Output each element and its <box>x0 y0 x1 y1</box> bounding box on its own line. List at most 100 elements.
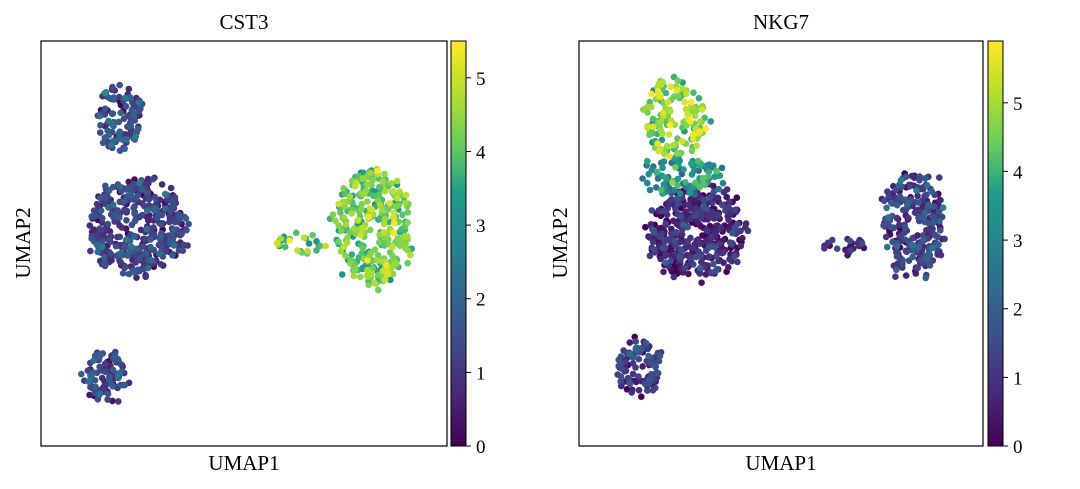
scatter-point <box>901 224 909 231</box>
scatter-point <box>626 378 633 386</box>
scatter-point <box>697 253 704 260</box>
scatter-point <box>728 257 736 265</box>
scatter-point <box>929 219 937 227</box>
scatter-point <box>167 184 175 192</box>
scatter-point <box>379 178 387 185</box>
scatter-point <box>909 253 916 261</box>
scatter-point <box>104 390 112 398</box>
scatter-point <box>364 180 371 188</box>
scatter-point <box>183 226 190 234</box>
scatter-point <box>104 220 112 228</box>
scatter-point <box>110 201 117 209</box>
scatter-point <box>638 393 645 401</box>
scatter-point <box>90 207 98 214</box>
scatter-point <box>648 90 655 98</box>
scatter-point <box>734 220 741 228</box>
scatter-point <box>375 191 383 198</box>
scatter-point <box>622 358 629 366</box>
scatter-point <box>657 233 665 241</box>
scatter-point <box>649 238 657 246</box>
scatter-point <box>176 212 183 220</box>
scatter-point <box>124 250 131 258</box>
scatter-point <box>902 272 910 279</box>
scatter-point <box>923 191 930 198</box>
scatter-point <box>909 241 916 249</box>
scatter-point <box>88 213 95 220</box>
x-axis-label: UMAP1 <box>208 451 279 475</box>
scatter-point <box>273 239 281 247</box>
scatter-point <box>136 255 144 262</box>
scatter-point <box>116 222 123 229</box>
scatter-point <box>644 345 652 353</box>
scatter-point <box>935 241 942 248</box>
scatter-point <box>317 242 324 250</box>
scatter-point <box>678 85 686 92</box>
scatter-point <box>915 244 922 251</box>
scatter-point <box>136 179 143 187</box>
scatter-point <box>375 286 382 294</box>
scatter-point <box>658 136 666 144</box>
scatter-point <box>155 241 163 249</box>
scatter-point <box>332 217 339 224</box>
scatter-point <box>690 261 697 268</box>
scatter-point <box>359 244 367 252</box>
scatter-point <box>101 254 108 261</box>
scatter-point <box>662 244 669 251</box>
scatter-point <box>402 199 409 207</box>
scatter-point <box>715 257 722 265</box>
scatter-point <box>170 226 177 233</box>
scatter-point <box>145 196 153 203</box>
scatter-point <box>96 351 104 359</box>
scatter-point <box>662 259 669 266</box>
scatter-point <box>658 81 665 88</box>
scatter-point <box>729 229 736 237</box>
scatter-point <box>664 98 672 106</box>
scatter-point <box>710 188 718 195</box>
scatter-point <box>277 235 285 242</box>
scatter-point <box>116 81 123 89</box>
scatter-point <box>710 260 717 268</box>
scatter-point <box>663 142 671 150</box>
scatter-point <box>893 266 900 274</box>
scatter-point <box>846 237 854 245</box>
scatter-point <box>341 198 349 206</box>
scatter-point <box>102 89 109 97</box>
scatter-point <box>673 220 680 228</box>
scatter-point <box>361 190 368 198</box>
scatter-point <box>368 206 376 213</box>
scatter-point <box>645 352 652 360</box>
scatter-point <box>99 139 107 147</box>
scatter-point <box>725 264 732 271</box>
scatter-point <box>923 182 931 189</box>
scatter-point <box>127 191 135 199</box>
scatter-point <box>707 118 714 125</box>
scatter-point <box>123 186 131 193</box>
scatter-point <box>115 370 123 377</box>
scatter-point <box>925 249 933 257</box>
scatter-point <box>101 111 109 118</box>
scatter-point <box>86 222 94 229</box>
scatter-point <box>112 242 120 250</box>
x-axis-label: UMAP1 <box>745 451 816 475</box>
scatter-point <box>696 128 703 136</box>
scatter-point <box>131 217 139 225</box>
scatter-point <box>161 190 169 198</box>
scatter-point <box>350 272 358 280</box>
scatter-point <box>144 216 152 223</box>
scatter-point <box>110 213 118 220</box>
y-axis-label: UMAP2 <box>11 207 35 278</box>
scatter-point <box>648 103 655 111</box>
scatter-point <box>121 381 129 389</box>
colorbar-gradient <box>988 41 1003 446</box>
scatter-point <box>734 258 741 266</box>
scatter-point <box>155 250 163 258</box>
scatter-point <box>127 129 134 136</box>
scatter-point <box>368 271 375 278</box>
scatter-point <box>914 192 921 200</box>
scatter-point <box>677 190 684 197</box>
scatter-point <box>127 122 135 130</box>
scatter-point <box>718 164 726 172</box>
scatter-point <box>685 201 692 208</box>
scatter-point <box>383 261 390 269</box>
colorbar: 0 1 2 3 4 5 <box>450 40 486 458</box>
